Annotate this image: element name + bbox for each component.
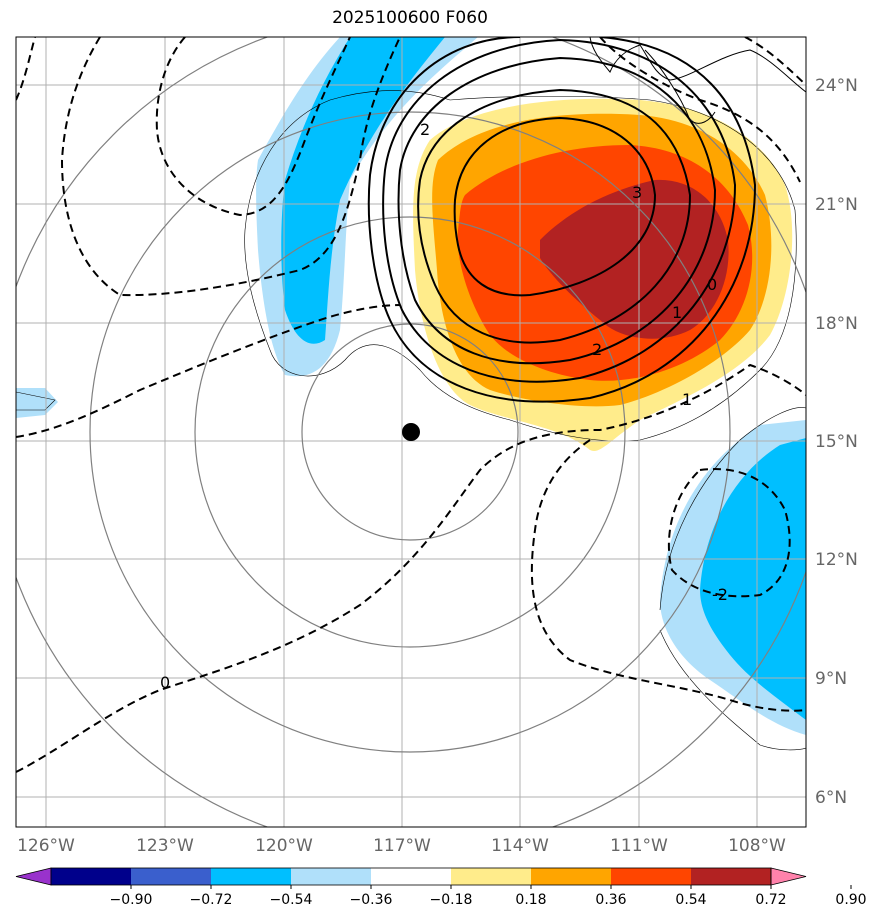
field-outlines — [16, 90, 806, 751]
colorbar-tick-label: −0.18 — [430, 892, 473, 908]
colorbar-tick-label: −0.36 — [350, 892, 393, 908]
lat-tick-18: 18°N — [815, 314, 858, 334]
map-panel: 0 0 1 1 2 2 3 -2 — [16, 37, 806, 827]
contour-label-0-east: 0 — [707, 275, 717, 294]
lat-tick-9: 9°N — [815, 669, 847, 689]
colorbar-tick-label: −0.54 — [270, 892, 313, 908]
lat-tick-24: 24°N — [815, 76, 858, 96]
colorbar-tick-label: 0.54 — [675, 892, 706, 908]
colorbar-segment — [291, 868, 371, 885]
colorbar-extend-high — [770, 867, 807, 886]
lon-tick-123: 123°W — [136, 836, 194, 856]
colorbar-frame — [50, 867, 772, 886]
contour-label-3: 3 — [632, 183, 642, 202]
contour-label-minus2: -2 — [712, 585, 728, 604]
colorbar-segment — [451, 868, 531, 885]
lat-tick-12: 12°N — [815, 550, 858, 570]
contour-labels: 0 0 1 1 2 2 3 -2 — [160, 120, 728, 692]
colorbar-segment — [131, 868, 211, 885]
lon-tick-126: 126°W — [17, 836, 75, 856]
colorbar: −0.90 −0.72 −0.54 −0.36 −0.18 0.18 0.36 0.54 0.7… — [15, 867, 867, 908]
contour-label-minus1: 1 — [682, 390, 692, 409]
lat-axis: 24°N 21°N 18°N 15°N 12°N 9°N 6°N — [815, 76, 858, 808]
storm-center-marker — [402, 423, 420, 441]
colorbar-segment — [211, 868, 291, 885]
colorbar-segment — [51, 868, 131, 885]
lon-tick-120: 120°W — [255, 836, 313, 856]
colorbar-segment — [371, 868, 451, 885]
contour-label-2-north: 2 — [420, 120, 430, 139]
lon-axis: 126°W 123°W 120°W 117°W 114°W 111°W 108°… — [17, 836, 786, 856]
range-rings — [16, 37, 806, 827]
lon-tick-111: 111°W — [610, 836, 668, 856]
colorbar-segment — [611, 868, 691, 885]
colorbar-tick-label: 0.18 — [515, 892, 546, 908]
graticule — [16, 37, 806, 827]
colorbar-extend-low — [15, 867, 52, 886]
positive-anomaly-field — [413, 98, 793, 451]
colorbar-tick-label: −0.72 — [190, 892, 233, 908]
dashed-contours — [16, 37, 806, 773]
lon-tick-114: 114°W — [491, 836, 549, 856]
colorbar-tick-label: 0.90 — [835, 892, 866, 908]
colorbar-segment — [531, 868, 611, 885]
contour-label-1: 1 — [672, 303, 682, 322]
contour-label-2: 2 — [592, 340, 602, 359]
lon-tick-117: 117°W — [373, 836, 431, 856]
lat-tick-21: 21°N — [815, 195, 858, 215]
colorbar-tick-label: −0.90 — [110, 892, 153, 908]
lat-tick-6: 6°N — [815, 788, 847, 808]
lat-tick-15: 15°N — [815, 432, 858, 452]
contour-label-0: 0 — [160, 673, 170, 692]
lon-tick-108: 108°W — [728, 836, 786, 856]
colorbar-segment — [691, 868, 771, 885]
colorbar-tick-label: 0.36 — [595, 892, 626, 908]
map-title: 2025100600 F060 — [332, 8, 488, 28]
map-frame — [15, 36, 807, 828]
positive-contours — [367, 37, 757, 403]
colorbar-tick-label: 0.72 — [755, 892, 786, 908]
